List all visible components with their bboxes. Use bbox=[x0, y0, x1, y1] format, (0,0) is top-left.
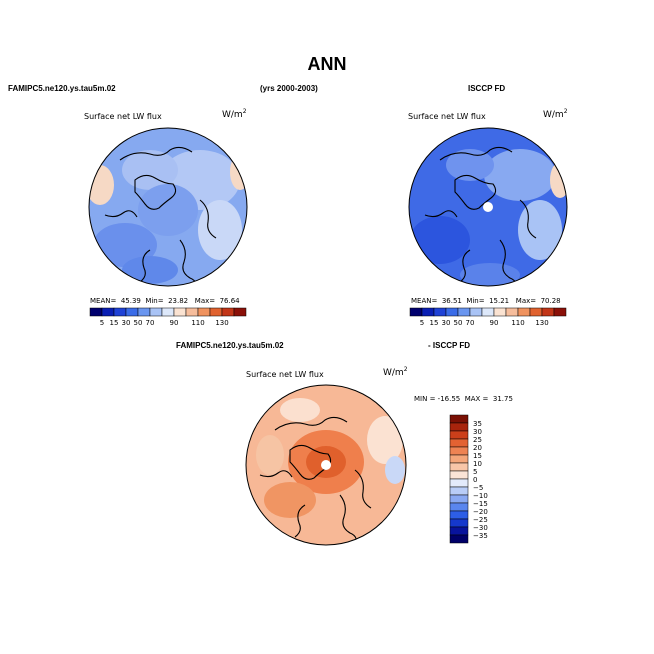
panel3-colorbar-swatch-11 bbox=[449, 502, 469, 512]
panel1-colorbar-tick-label: 5 bbox=[100, 319, 104, 327]
panel1-colorbar-tick-label: 50 bbox=[134, 319, 143, 327]
panel1-colorbar-swatch-2 bbox=[113, 307, 127, 317]
panel1-colorbar: 5 15 30 50 70 90 110 130 bbox=[89, 307, 247, 327]
panel2-colorbar-swatch-4 bbox=[457, 307, 471, 317]
panel2-stats: MEAN= 36.51 Min= 15.21 Max= 70.28 bbox=[411, 297, 561, 305]
panel3-colorbar-swatch-13 bbox=[449, 518, 469, 528]
panel3-colorbar-swatch-0 bbox=[449, 414, 469, 424]
panel1-colorbar-swatch-12 bbox=[233, 307, 247, 317]
panel3-colorbar-tick-label: 20 bbox=[473, 444, 482, 452]
panel3-colorbar-tick-label: −35 bbox=[473, 532, 488, 540]
panel1-colorbar-swatch-3 bbox=[125, 307, 139, 317]
panel1-colorbar-swatch-8 bbox=[185, 307, 199, 317]
panel1-colorbar-tick-label: 30 bbox=[122, 319, 131, 327]
panel3-map-border bbox=[245, 384, 407, 546]
panel3-colorbar-tick-label: 0 bbox=[473, 476, 477, 484]
panel1-colorbar-tick-label: 15 bbox=[110, 319, 119, 327]
panel3-colorbar-tick-label: −25 bbox=[473, 516, 488, 524]
diff-model-label: FAMIPC5.ne120.ys.tau5m.02 bbox=[176, 341, 284, 350]
panel2-colorbar-swatch-2 bbox=[433, 307, 447, 317]
panel2-colorbar-tick-label: 70 bbox=[466, 319, 475, 327]
model-case-label: FAMIPC5.ne120.ys.tau5m.02 bbox=[8, 84, 116, 93]
panel2-colorbar-swatch-11 bbox=[541, 307, 555, 317]
panel2-colorbar-swatch-1 bbox=[421, 307, 435, 317]
panel3-colorbar-tick-label: −5 bbox=[473, 484, 483, 492]
panel3-colorbar-tick-label: −10 bbox=[473, 492, 488, 500]
panel3-colorbar-swatch-3 bbox=[449, 438, 469, 448]
panel2-colorbar-tick-label: 110 bbox=[511, 319, 524, 327]
panel3-colorbar-tick-label: 5 bbox=[473, 468, 477, 476]
panel1-colorbar-tick-label: 130 bbox=[215, 319, 228, 327]
panel2-colorbar-tick-label: 30 bbox=[442, 319, 451, 327]
panel3-colorbar-swatch-10 bbox=[449, 494, 469, 504]
panel2-colorbar-swatch-9 bbox=[517, 307, 531, 317]
panel3-colorbar-swatch-15 bbox=[449, 534, 469, 544]
panel3-colorbar-swatch-7 bbox=[449, 470, 469, 480]
panel1-colorbar-swatch-0 bbox=[89, 307, 103, 317]
panel3-colorbar-tick-label: 25 bbox=[473, 436, 482, 444]
panel2-colorbar-swatch-10 bbox=[529, 307, 543, 317]
panel2-colorbar-swatch-0 bbox=[409, 307, 423, 317]
panel1-stats: MEAN= 45.39 Min= 23.82 Max= 76.64 bbox=[90, 297, 240, 305]
panel1-colorbar-swatch-9 bbox=[197, 307, 211, 317]
panel3-colorbar-tick-label: −30 bbox=[473, 524, 488, 532]
panel2-colorbar: 5 15 30 50 70 90 110 130 bbox=[409, 307, 567, 327]
panel1-colorbar-swatch-10 bbox=[209, 307, 223, 317]
panel1-map-border bbox=[88, 127, 248, 287]
panel1-map bbox=[89, 128, 247, 286]
panel1-colorbar-tick-label: 90 bbox=[170, 319, 179, 327]
panel3-colorbar-swatch-4 bbox=[449, 446, 469, 456]
panel2-pole-marker bbox=[483, 202, 493, 212]
panel3-colorbar-swatch-5 bbox=[449, 454, 469, 464]
panel2-colorbar-swatch-8 bbox=[505, 307, 519, 317]
panel2-colorbar-tick-label: 15 bbox=[430, 319, 439, 327]
panel3-colorbar-tick-label: 35 bbox=[473, 420, 482, 428]
panel3-colorbar-swatch-1 bbox=[449, 422, 469, 432]
panel2-colorbar-tick-label: 130 bbox=[535, 319, 548, 327]
panel1-colorbar-swatch-11 bbox=[221, 307, 235, 317]
panel3-colorbar-tick-label: 15 bbox=[473, 452, 482, 460]
panel3-subtitle: Surface net LW flux bbox=[246, 370, 324, 379]
panel2-map-border bbox=[408, 127, 568, 287]
panel1-colorbar-tick-label: 110 bbox=[191, 319, 204, 327]
obs-label: ISCCP FD bbox=[468, 84, 506, 93]
panel1-colorbar-swatch-6 bbox=[161, 307, 175, 317]
panel3-colorbar-swatch-9 bbox=[449, 486, 469, 496]
panel1-colorbar-swatch-7 bbox=[173, 307, 187, 317]
panel3-colorbar-tick-label: −20 bbox=[473, 508, 488, 516]
panel3-units: W/m2 bbox=[383, 366, 408, 378]
panel3-colorbar-tick-label: 10 bbox=[473, 460, 482, 468]
panel1-units: W/m2 bbox=[222, 108, 247, 120]
page-title: ANN bbox=[307, 54, 347, 74]
years-label: (yrs 2000-2003) bbox=[260, 84, 318, 93]
panel2-colorbar-tick-label: 50 bbox=[454, 319, 463, 327]
panel3-colorbar-swatch-2 bbox=[449, 430, 469, 440]
panel2-coastlines bbox=[424, 146, 537, 286]
panel3-colorbar-swatch-12 bbox=[449, 510, 469, 520]
panel3-colorbar-swatch-8 bbox=[449, 478, 469, 488]
panel3-colorbar-tick-label: −15 bbox=[473, 500, 488, 508]
panel2-units: W/m2 bbox=[543, 108, 568, 120]
diff-obs-label: - ISCCP FD bbox=[428, 341, 471, 350]
panel3-pole-marker bbox=[321, 460, 331, 470]
panel2-colorbar-tick-label: 90 bbox=[490, 319, 499, 327]
panel2-colorbar-swatch-12 bbox=[553, 307, 567, 317]
panel1-colorbar-swatch-4 bbox=[137, 307, 151, 317]
panel1-colorbar-swatch-5 bbox=[149, 307, 163, 317]
panel1-colorbar-tick-label: 70 bbox=[146, 319, 155, 327]
panel2-colorbar-swatch-3 bbox=[445, 307, 459, 317]
panel2-colorbar-swatch-6 bbox=[481, 307, 495, 317]
panel2-subtitle: Surface net LW flux bbox=[408, 112, 486, 121]
panel1-subtitle: Surface net LW flux bbox=[84, 112, 162, 121]
panel1-colorbar-swatch-1 bbox=[101, 307, 115, 317]
panel3-colorbar-swatch-6 bbox=[449, 462, 469, 472]
panel3-colorbar-swatch-14 bbox=[449, 526, 469, 536]
panel2-colorbar-swatch-7 bbox=[493, 307, 507, 317]
panel2-colorbar-tick-label: 5 bbox=[420, 319, 424, 327]
panel3-colorbar-tick-label: 30 bbox=[473, 428, 482, 436]
panel2-colorbar-swatch-5 bbox=[469, 307, 483, 317]
panel3-stats: MIN = -16.55 MAX = 31.75 bbox=[414, 395, 513, 403]
